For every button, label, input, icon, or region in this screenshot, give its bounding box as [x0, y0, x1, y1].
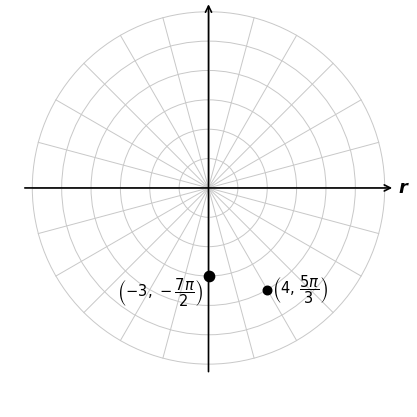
Point: [264, 286, 271, 293]
Text: $\left(4,\,\dfrac{5\pi}{3}\right)$: $\left(4,\,\dfrac{5\pi}{3}\right)$: [271, 274, 328, 306]
Text: r: r: [399, 179, 407, 197]
Text: $\left(-3,\,-\dfrac{7\pi}{2}\right)$: $\left(-3,\,-\dfrac{7\pi}{2}\right)$: [118, 276, 204, 309]
Point: [205, 273, 212, 279]
